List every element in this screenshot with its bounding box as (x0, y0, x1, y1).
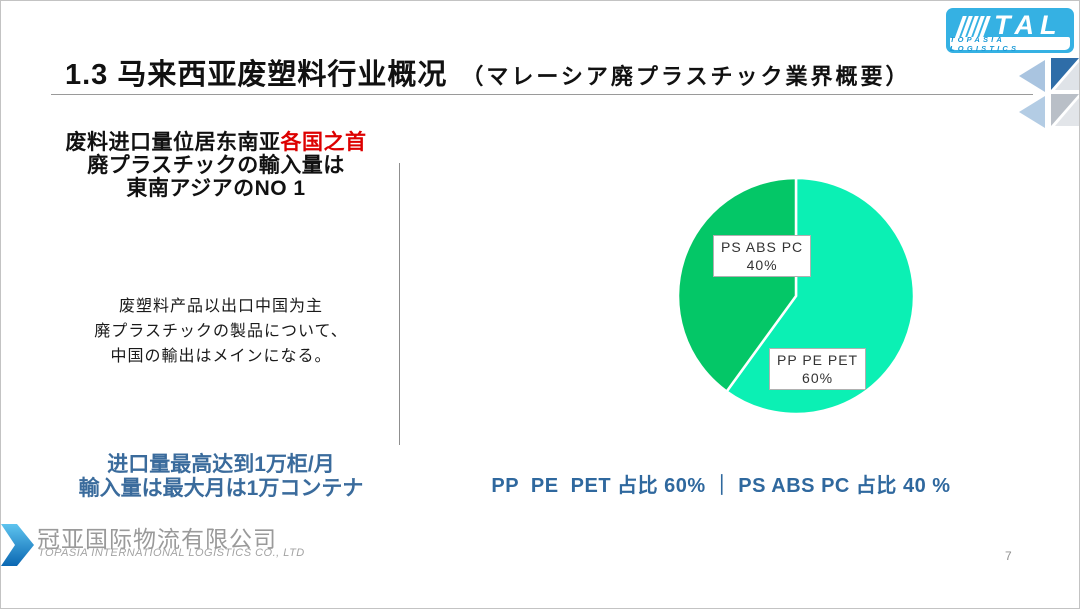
page-title: 1.3 马来西亚废塑料行业概况 （マレーシア廃プラスチック業界概要） (65, 51, 911, 93)
body-line3: 中国の輸出はメインになる。 (110, 348, 332, 365)
left-footer-line1: 进口量最高达到1万柜/月 (107, 453, 335, 476)
left-headline: 废料进口量位居东南亚各国之首 廃プラスチックの輸入量は 東南アジアのNO 1 (31, 131, 401, 200)
page-title-jp: （マレーシア廃プラスチック業界概要） (461, 64, 911, 89)
pie-label-pp-text: PP PE PET (777, 352, 859, 368)
title-underline (51, 94, 1033, 95)
chart-caption: PP PE PET 占比 60% ｜ PS ABS PC 占比 40 % (491, 475, 951, 497)
pie-label-ps-pct: 40% (746, 257, 778, 273)
company-name-en: TOPASIA INTERNATIONAL LOGISTICS CO., LTD (38, 547, 305, 559)
headline-line3: 東南アジアのNO 1 (126, 177, 306, 200)
headline-zh-black: 废料进口量位居东南亚 (65, 131, 281, 154)
left-footer-text: 进口量最高达到1万柜/月 輸入量は最大月は1万コンテナ (36, 453, 406, 501)
page-title-zh: 1.3 马来西亚废塑料行业概况 (65, 59, 448, 91)
pie-label-ps-abs-pc: PS ABS PC 40% (713, 235, 812, 277)
pie-label-pp-pe-pet: PP PE PET 60% (769, 348, 867, 390)
page-number: 7 (1005, 549, 1012, 563)
left-body-text: 废塑料产品以出口中国为主 廃プラスチックの製品について、 中国の輸出はメインにな… (56, 294, 386, 369)
headline-line2: 廃プラスチックの輸入量は (87, 154, 345, 177)
body-line2: 廃プラスチックの製品について、 (94, 323, 348, 340)
tal-logo-word: TAL (994, 10, 1063, 40)
pie-label-ps-text: PS ABS PC (721, 239, 804, 255)
tal-logo: TAL TOPASIA LOGISTICS (946, 8, 1074, 53)
tal-logo-tagline: TOPASIA LOGISTICS (950, 34, 1020, 53)
pie-slice (676, 176, 798, 394)
left-footer-line2: 輸入量は最大月は1万コンテナ (78, 477, 364, 500)
pie-chart: PS ABS PC 40% PP PE PET 60% (671, 171, 921, 421)
headline-line1: 废料进口量位居东南亚各国之首 (31, 131, 401, 154)
pinwheel-decoration-icon (1019, 58, 1079, 128)
tal-logo-band: TOPASIA LOGISTICS (950, 34, 1070, 53)
company-chevron-icon (1, 524, 34, 566)
company-name-zh: 冠亚国际物流有限公司 (37, 526, 277, 552)
body-line1: 废塑料产品以出口中国为主 (118, 298, 323, 315)
vertical-divider (399, 163, 400, 445)
headline-zh-red: 各国之首 (280, 131, 367, 154)
pie-label-pp-pct: 60% (802, 370, 834, 386)
